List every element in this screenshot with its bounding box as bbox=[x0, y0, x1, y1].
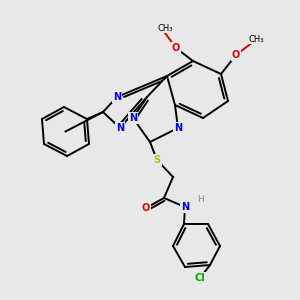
Text: S: S bbox=[153, 155, 161, 165]
Text: N: N bbox=[113, 92, 121, 102]
Text: O: O bbox=[142, 203, 150, 213]
Text: H: H bbox=[196, 196, 203, 205]
Text: O: O bbox=[232, 50, 240, 60]
Text: Cl: Cl bbox=[195, 273, 206, 283]
Text: N: N bbox=[174, 123, 182, 133]
Text: CH₃: CH₃ bbox=[248, 34, 264, 43]
Text: N: N bbox=[181, 202, 189, 212]
Text: N: N bbox=[116, 123, 124, 133]
Text: O: O bbox=[172, 43, 180, 53]
Text: N: N bbox=[129, 113, 137, 123]
Text: CH₃: CH₃ bbox=[157, 24, 173, 33]
